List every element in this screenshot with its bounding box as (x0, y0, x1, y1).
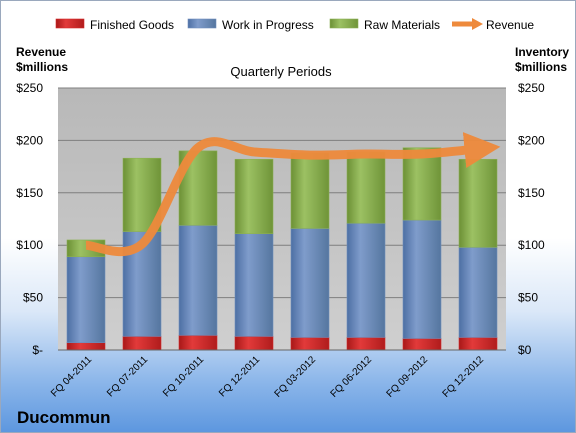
bar-finished-goods (402, 338, 442, 351)
legend-swatch-finished-goods (55, 18, 85, 29)
bar-finished-goods (234, 336, 274, 351)
right-axis-title: Inventory $millions (515, 45, 569, 75)
bar-finished-goods (122, 336, 162, 351)
legend-arrow-icon (472, 18, 483, 30)
right-tick-label: $100 (518, 238, 545, 252)
x-tick-label: FQ 06-2012 (329, 354, 375, 400)
bar-finished-goods (346, 337, 386, 351)
bar-raw-materials (234, 158, 274, 234)
revenue-line (85, 132, 501, 257)
right-tick-label: $150 (518, 186, 545, 200)
bar-finished-goods (66, 342, 106, 351)
bar-raw-materials (458, 158, 498, 248)
x-tick-label: FQ 10-2011 (161, 354, 206, 399)
legend-swatch-raw-materials (329, 18, 359, 29)
bar-work-in-progress (290, 228, 330, 338)
left-tick-label: $50 (23, 291, 43, 305)
bar-finished-goods (178, 335, 218, 351)
bar-work-in-progress (346, 222, 386, 338)
right-tick-label: $0 (518, 343, 532, 357)
legend-label-finished-goods: Finished Goods (90, 18, 174, 32)
bar-work-in-progress (234, 233, 274, 337)
right-axis-title-line2: $millions (515, 60, 568, 74)
x-tick-label: FQ 04-2011 (49, 354, 94, 399)
right-tick-label: $250 (518, 81, 545, 95)
left-tick-label: $100 (16, 238, 43, 252)
left-tick-label: $- (32, 343, 43, 357)
x-tick-label: FQ 07-2011 (105, 354, 150, 399)
legend-swatch-work-in-progress (187, 18, 217, 29)
right-tick-label: $50 (518, 291, 538, 305)
left-tick-label: $250 (16, 81, 43, 95)
legend: Finished Goods Work in Progress Raw Materi… (55, 18, 534, 32)
bar-raw-materials (402, 147, 442, 221)
bar-raw-materials (290, 152, 330, 229)
bar-work-in-progress (402, 219, 442, 339)
chart-title: Quarterly Periods (230, 64, 332, 79)
bar-work-in-progress (458, 246, 498, 338)
right-axis-title-line1: Inventory (515, 45, 570, 59)
left-tick-label: $200 (16, 133, 43, 147)
x-tick-label: FQ 12-2011 (217, 354, 262, 399)
left-tick-label: $150 (16, 186, 43, 200)
revenue-line-group (85, 132, 501, 257)
bar-finished-goods (458, 337, 498, 351)
x-tick-label: FQ 12-2012 (441, 354, 487, 400)
legend-label-revenue: Revenue (486, 18, 534, 32)
x-tick-label: FQ 03-2012 (273, 354, 319, 400)
legend-label-work-in-progress: Work in Progress (222, 18, 314, 32)
bar-work-in-progress (178, 224, 218, 336)
bar-raw-materials (346, 151, 386, 224)
bar-finished-goods (290, 337, 330, 351)
bar-work-in-progress (66, 256, 106, 343)
legend-label-raw-materials: Raw Materials (364, 18, 440, 32)
left-axis-title-line2: $millions (16, 60, 69, 74)
left-axis-title-line1: Revenue (16, 45, 67, 59)
left-axis-title: Revenue $millions (16, 45, 68, 75)
right-tick-label: $200 (518, 133, 545, 147)
x-tick-label: FQ 09-2012 (385, 354, 431, 400)
company-name: Ducommun (17, 408, 111, 427)
